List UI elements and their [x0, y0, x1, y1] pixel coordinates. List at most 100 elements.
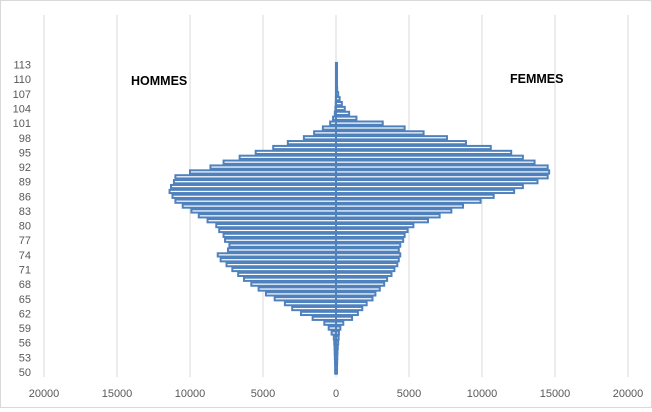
bar-hommes	[323, 320, 338, 326]
y-tick-label: 95	[19, 147, 31, 159]
x-tick-label: 15000	[540, 388, 571, 400]
y-tick-label: 50	[19, 367, 31, 379]
y-tick-label: 68	[19, 279, 31, 291]
bar-femmes	[335, 315, 354, 321]
bar-hommes	[189, 169, 337, 175]
bar-femmes	[335, 154, 524, 160]
bar-hommes	[216, 252, 338, 258]
bar-femmes	[335, 61, 338, 68]
bar-femmes	[335, 286, 381, 292]
bar-femmes	[335, 188, 516, 195]
bar-femmes	[335, 66, 338, 73]
bar-femmes	[335, 213, 441, 219]
bar-femmes	[335, 144, 492, 151]
bar-femmes	[335, 257, 400, 263]
bar-femmes	[335, 252, 402, 258]
bar-femmes	[335, 262, 399, 268]
y-tick-label: 62	[19, 308, 31, 320]
bar-femmes	[335, 335, 340, 341]
y-tick-label: 107	[13, 89, 31, 101]
bar-hommes	[299, 310, 337, 317]
bar-femmes	[335, 349, 339, 356]
y-tick-label: 59	[19, 323, 31, 335]
bar-femmes	[335, 149, 513, 156]
bar-hommes	[250, 281, 338, 287]
bar-femmes	[335, 266, 396, 273]
series-label-femmes: FEMMES	[510, 72, 563, 86]
y-tick-label: 77	[19, 235, 31, 247]
bar-hommes	[231, 266, 337, 273]
bar-hommes	[272, 144, 337, 151]
bar-hommes	[224, 237, 337, 243]
bar-femmes	[335, 81, 338, 87]
bar-femmes	[335, 330, 340, 336]
bar-hommes	[291, 305, 338, 312]
y-tick-label: 113	[13, 60, 31, 72]
x-tick-label: 0	[333, 388, 339, 400]
bar-femmes	[335, 174, 549, 180]
y-tick-label: 74	[19, 250, 31, 262]
bar-hommes	[238, 154, 337, 160]
bar-hommes	[168, 188, 337, 195]
bar-femmes	[335, 193, 495, 199]
x-tick-labels: 20000 15000 10000 5000 0 5000 10000 15000 20000	[29, 388, 644, 400]
bar-femmes	[335, 281, 386, 287]
bar-femmes	[335, 345, 339, 351]
bar-femmes	[335, 203, 465, 209]
bar-hommes	[286, 140, 338, 146]
bar-hommes	[321, 125, 337, 131]
bar-femmes	[335, 218, 429, 224]
bar-hommes	[254, 149, 337, 156]
bar-femmes	[335, 242, 402, 248]
bar-femmes	[335, 305, 364, 312]
bar-femmes	[335, 159, 536, 165]
bar-hommes	[222, 159, 337, 165]
y-tick-label: 92	[19, 162, 31, 174]
bar-femmes	[335, 135, 448, 141]
bar-femmes	[335, 198, 482, 204]
bar-hommes	[171, 193, 337, 199]
bar-hommes	[181, 203, 337, 209]
bar-femmes	[335, 359, 339, 365]
bar-femmes	[335, 76, 338, 82]
bar-femmes	[335, 247, 400, 253]
x-tick-label: 15000	[102, 388, 133, 400]
bar-hommes	[327, 325, 338, 331]
bar-hommes	[174, 174, 337, 180]
bar-femmes	[335, 271, 393, 277]
bar-femmes	[335, 105, 346, 112]
bar-hommes	[264, 291, 338, 297]
series-label-hommes: HOMMES	[131, 74, 187, 88]
y-tick-label: 101	[13, 118, 31, 130]
bar-femmes	[335, 354, 339, 360]
x-tick-label: 20000	[613, 388, 644, 400]
bar-hommes	[218, 227, 337, 234]
bar-hommes	[311, 315, 338, 321]
y-tick-label: 98	[19, 133, 31, 145]
y-tick-label: 83	[19, 206, 31, 218]
y-tick-label: 53	[19, 352, 31, 364]
bar-femmes	[335, 120, 384, 126]
bar-hommes	[197, 213, 337, 219]
y-tick-label: 56	[19, 338, 31, 350]
bar-femmes	[335, 71, 338, 77]
bar-femmes	[335, 276, 389, 282]
y-tick-label: 86	[19, 191, 31, 203]
bar-femmes	[335, 291, 377, 297]
bars-layer	[168, 61, 551, 375]
bar-femmes	[335, 91, 340, 97]
bar-femmes	[335, 140, 467, 146]
y-tick-label: 89	[19, 177, 31, 189]
bar-hommes	[215, 223, 337, 229]
bar-femmes	[335, 325, 342, 331]
bar-hommes	[257, 286, 337, 292]
bar-femmes	[335, 110, 351, 116]
bar-femmes	[335, 232, 406, 238]
bar-femmes	[335, 340, 340, 346]
x-tick-label: 20000	[29, 388, 60, 400]
bar-hommes	[219, 257, 337, 263]
y-tick-label: 71	[19, 265, 31, 277]
bar-hommes	[226, 247, 338, 253]
